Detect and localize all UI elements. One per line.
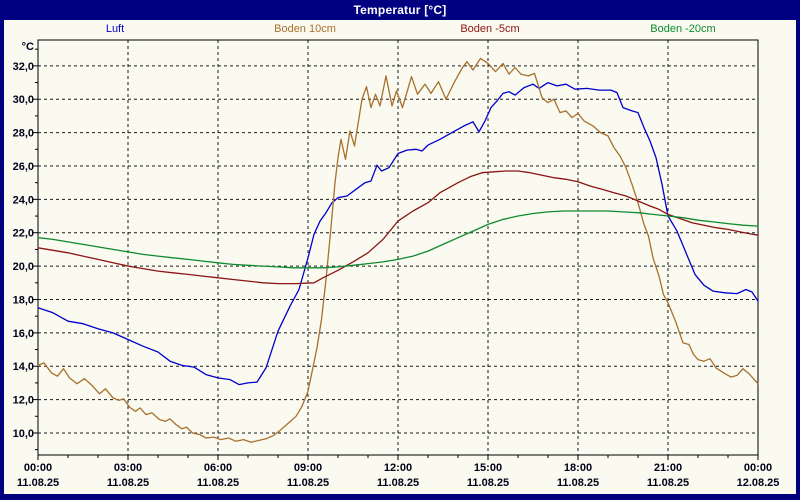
y-tick-label: 18,0 [13, 294, 34, 306]
series-luft-line [37, 81, 759, 386]
y-tick-label: 12,0 [13, 395, 34, 407]
x-date-label: 11.08.25 [647, 477, 689, 489]
y-tick-label: 28,0 [13, 128, 34, 140]
title-bar[interactable]: Temperatur [°C] [0, 0, 800, 20]
x-date-label: 11.08.25 [467, 477, 509, 489]
x-time-label: 06:00 [204, 462, 232, 474]
x-time-label: 03:00 [114, 462, 142, 474]
y-tick-label: 16,0 [13, 328, 34, 340]
chart-title: Temperatur [°C] [353, 3, 447, 17]
y-tick-label: 22,0 [13, 228, 34, 240]
y-tick-label: 32,0 [13, 61, 34, 73]
x-time-label: 12:00 [384, 462, 412, 474]
y-tick-label: 26,0 [13, 161, 34, 173]
series-boden--20cm-line [37, 210, 759, 269]
x-date-label: 12.08.25 [737, 477, 780, 489]
y-tick-label: 24,0 [13, 194, 34, 206]
x-date-label: 11.08.25 [287, 477, 329, 489]
x-date-label: 11.08.25 [377, 477, 419, 489]
x-date-label: 11.08.25 [107, 477, 149, 489]
y-tick-label: 10,0 [13, 428, 34, 440]
x-date-label: 11.08.25 [17, 477, 59, 489]
x-date-label: 11.08.25 [557, 477, 599, 489]
legend-item-luft: Luft [105, 23, 125, 35]
x-time-label: 18:00 [564, 462, 592, 474]
y-tick-label: 20,0 [13, 261, 34, 273]
y-axis-unit-label: °C [22, 41, 34, 53]
x-time-label: 21:00 [654, 462, 682, 474]
y-tick-label: 30,0 [13, 94, 34, 106]
series-boden--5cm-line [37, 170, 759, 285]
x-time-label: 15:00 [474, 462, 502, 474]
x-date-label: 11.08.25 [197, 477, 239, 489]
legend-item-boden--20cm: Boden -20cm [650, 23, 716, 35]
y-tick-label: 14,0 [13, 361, 34, 373]
x-time-label: 00:00 [24, 462, 52, 474]
legend-item-boden-10cm: Boden 10cm [274, 23, 336, 35]
x-time-label: 00:00 [744, 462, 772, 474]
legend-item-boden--5cm: Boden -5cm [460, 23, 520, 35]
x-time-label: 09:00 [294, 462, 322, 474]
series-boden-10cm-line [37, 57, 759, 443]
